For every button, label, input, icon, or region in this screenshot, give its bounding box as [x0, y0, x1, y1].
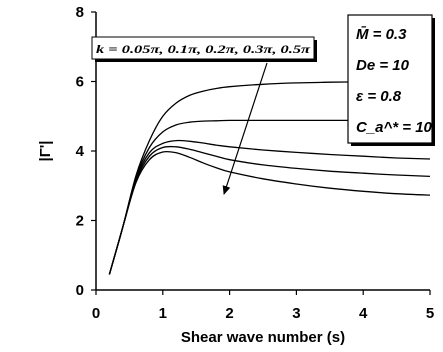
- k-annotation: k = 0.05π, 0.1π, 0.2π, 0.3π, 0.5π: [91, 36, 317, 62]
- series-line-3: [108, 139, 431, 275]
- tick-group: 0 1 2 3 4 5 0 2 4 6 8: [76, 4, 435, 322]
- parameter-box: M̄ = 0.3 De = 10 ε = 0.8 C_a^* = 10: [347, 14, 435, 146]
- parameter-lines: M̄ = 0.3 De = 10 ε = 0.8 C_a^* = 10: [356, 25, 433, 136]
- y-tick-label: 6: [76, 74, 84, 91]
- series-line-1: [108, 80, 431, 275]
- direction-arrow: [222, 62, 268, 195]
- y-tick-label: 0: [76, 282, 84, 299]
- parameter-line-3: ε = 0.8: [356, 88, 402, 105]
- series-line-2: [108, 119, 430, 275]
- k-annotation-box: [91, 36, 315, 60]
- parameter-box-frame: [347, 14, 433, 144]
- x-tick-label: 2: [225, 305, 233, 322]
- y-tick-label: 2: [76, 213, 84, 230]
- y-axis-label: |Γ'|: [37, 141, 54, 162]
- series-line-4: [108, 145, 431, 275]
- y-tick-label: 8: [76, 4, 84, 21]
- x-tick-label: 4: [359, 305, 368, 322]
- k-annotation-text: k = 0.05π, 0.1π, 0.2π, 0.3π, 0.5π: [96, 42, 311, 56]
- y-tick-label: 4: [76, 143, 85, 160]
- series-line-5: [108, 150, 431, 275]
- x-tick-label: 3: [292, 305, 300, 322]
- x-tick-label: 0: [92, 305, 100, 322]
- parameter-line-4: C_a^* = 10: [356, 119, 433, 136]
- x-tick-label: 1: [159, 305, 167, 322]
- parameter-line-2: De = 10: [356, 57, 410, 74]
- x-tick-label: 5: [426, 305, 434, 322]
- parameter-line-1: M̄ = 0.3: [356, 25, 407, 43]
- series-group: [108, 80, 431, 275]
- x-axis-label: Shear wave number (s): [181, 329, 345, 346]
